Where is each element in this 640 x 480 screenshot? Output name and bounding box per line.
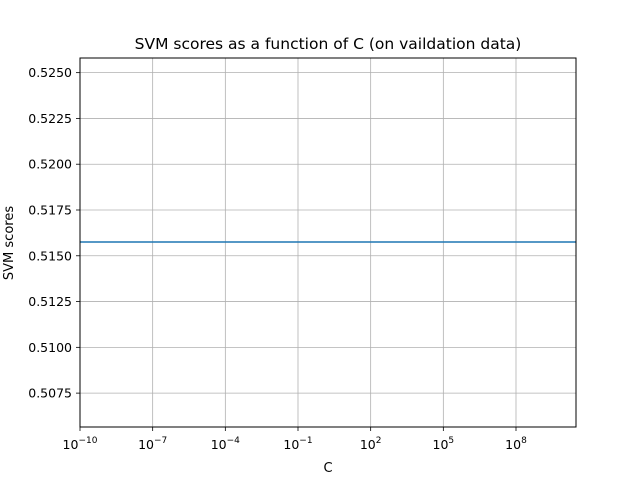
chart-title: SVM scores as a function of C (on vailda… — [135, 35, 522, 53]
y-tick-label: 0.5175 — [28, 202, 72, 217]
x-tick-label: 105 — [433, 436, 455, 452]
y-tick-label: 0.5225 — [28, 111, 72, 126]
y-tick-label: 0.5075 — [28, 386, 72, 401]
y-tick-label: 0.5250 — [28, 65, 72, 80]
x-tick-label: 102 — [360, 436, 382, 452]
x-tick-label: 10−7 — [138, 436, 167, 452]
y-axis-label: SVM scores — [2, 206, 17, 280]
x-tick-label: 10−4 — [211, 436, 240, 452]
y-tick-label: 0.5100 — [28, 340, 72, 355]
plot-area-frame — [79, 57, 577, 428]
y-tick-label: 0.5125 — [28, 294, 72, 309]
x-tick-label: 10−10 — [63, 436, 98, 452]
y-tick-label: 0.5200 — [28, 157, 72, 172]
x-tick-label: 108 — [505, 436, 527, 452]
x-axis-label: C — [323, 461, 332, 476]
axis-ticks: 10−10 10−7 10−4 10−1 102 105 108 0.5075 0.5100 0.… — [28, 65, 527, 452]
y-tick-label: 0.5150 — [28, 248, 72, 263]
x-tick-label: 10−1 — [283, 436, 312, 452]
